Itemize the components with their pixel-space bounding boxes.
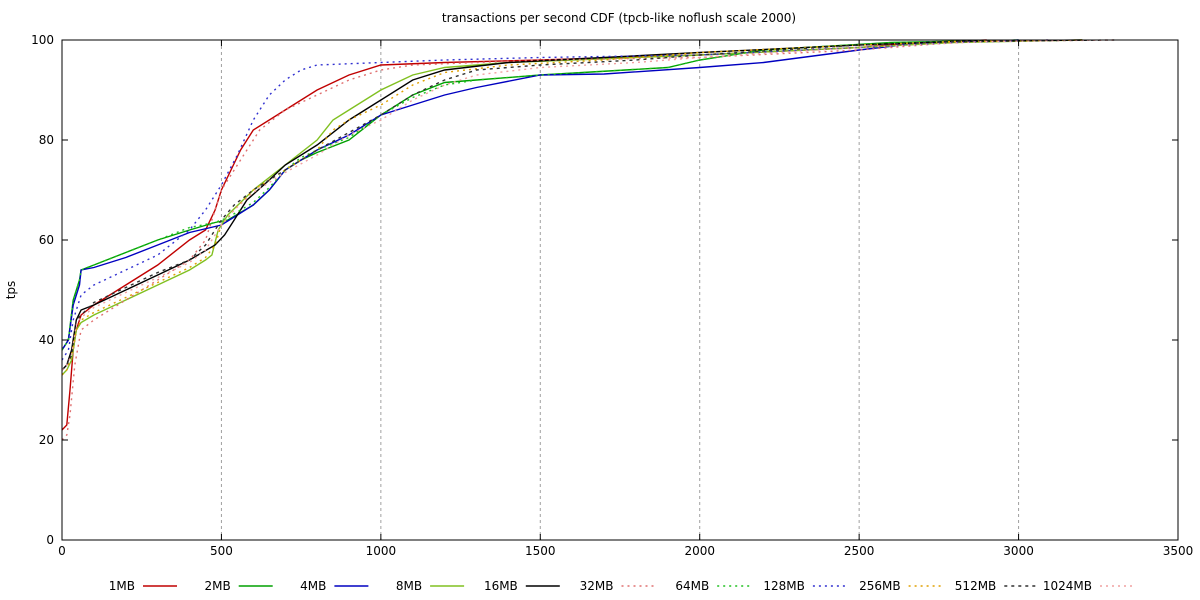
y-tick-label: 0 <box>46 533 54 547</box>
legend-label: 32MB <box>580 579 614 593</box>
x-tick-label: 2500 <box>844 544 875 558</box>
x-tick-label: 2000 <box>684 544 715 558</box>
x-tick-label: 0 <box>58 544 66 558</box>
legend-label: 256MB <box>859 579 901 593</box>
legend-label: 8MB <box>396 579 422 593</box>
x-tick-label: 3000 <box>1003 544 1034 558</box>
y-tick-label: 20 <box>39 433 54 447</box>
x-tick-label: 3500 <box>1163 544 1194 558</box>
series-line-16mb <box>61 39 1083 371</box>
legend: 1MB 2MB 4MB 8MB 16MB 32MB 64MB 128MB 256MB 512MB 1… <box>109 579 1134 593</box>
y-axis-label: tps <box>4 281 18 300</box>
series-line-512mb <box>61 39 1115 371</box>
legend-label: 2MB <box>204 579 230 593</box>
y-tick-label: 60 <box>39 233 54 247</box>
x-tick-label: 1000 <box>366 544 397 558</box>
legend-label: 16MB <box>484 579 518 593</box>
axes: 0 500 1000 1500 2000 2500 3000 3500 0 20 40 60 80 100 <box>31 33 1193 558</box>
series-line-256mb <box>61 39 1083 376</box>
legend-label: 1024MB <box>1043 579 1092 593</box>
legend-label: 4MB <box>300 579 326 593</box>
series-lines <box>61 39 1115 441</box>
x-tick-label: 1500 <box>525 544 556 558</box>
plot-frame <box>61 39 1179 541</box>
chart-title: transactions per second CDF (tpcb-like n… <box>442 11 796 25</box>
series-line-1024mb <box>61 39 1115 371</box>
series-line-32mb <box>61 39 1051 441</box>
y-tick-label: 80 <box>39 133 54 147</box>
legend-label: 512MB <box>955 579 997 593</box>
x-tick-label: 500 <box>210 544 233 558</box>
grid <box>220 40 1020 540</box>
y-tick-label: 40 <box>39 333 54 347</box>
series-line-128mb <box>61 39 1051 361</box>
legend-label: 1MB <box>109 579 135 593</box>
y-tick-label: 100 <box>31 33 54 47</box>
legend-label: 64MB <box>675 579 709 593</box>
legend-label: 128MB <box>763 579 805 593</box>
